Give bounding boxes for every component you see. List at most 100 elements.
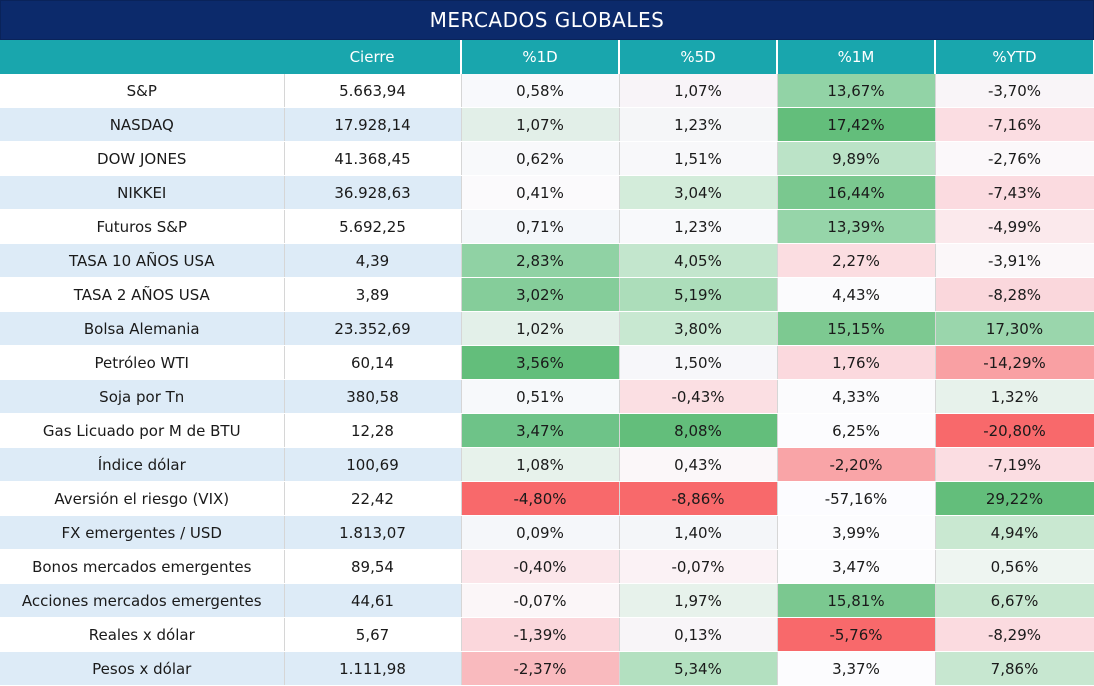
market-name-cell: Pesos x dólar xyxy=(0,651,285,686)
change-1d-cell: 0,62% xyxy=(461,141,620,176)
close-value-cell: 23.352,69 xyxy=(284,311,462,346)
market-name-cell: TASA 10 AÑOS USA xyxy=(0,243,285,278)
close-value-cell: 44,61 xyxy=(284,583,462,618)
change-ytd-cell: -8,29% xyxy=(935,617,1094,652)
close-value-cell: 5.663,94 xyxy=(284,74,462,108)
change-1m-cell: 2,27% xyxy=(777,243,936,278)
change-1m-cell: 4,43% xyxy=(777,277,936,312)
change-1m-cell: 3,47% xyxy=(777,549,936,584)
change-1m-cell: 1,76% xyxy=(777,345,936,380)
change-1m-cell: -2,20% xyxy=(777,447,936,482)
market-name-cell: Soja por Tn xyxy=(0,379,285,414)
change-ytd-cell: -20,80% xyxy=(935,413,1094,448)
market-name-cell: Gas Licuado por M de BTU xyxy=(0,413,285,448)
header-1m: %1M xyxy=(777,40,936,74)
header-row: Cierre %1D %5D %1M %YTD xyxy=(0,40,1094,74)
close-value-cell: 41.368,45 xyxy=(284,141,462,176)
change-1d-cell: -2,37% xyxy=(461,651,620,686)
change-5d-cell: 0,13% xyxy=(619,617,778,652)
change-1m-cell: 15,81% xyxy=(777,583,936,618)
table-row: Reales x dólar 5,67 -1,39% 0,13% -5,76% -8,29… xyxy=(0,617,1094,652)
market-name-cell: Petróleo WTI xyxy=(0,345,285,380)
close-value-cell: 89,54 xyxy=(284,549,462,584)
table-row: Bolsa Alemania 23.352,69 1,02% 3,80% 15,15% 1… xyxy=(0,311,1094,346)
header-ytd: %YTD xyxy=(935,40,1094,74)
change-ytd-cell: -3,91% xyxy=(935,243,1094,278)
table-row: TASA 10 AÑOS USA 4,39 2,83% 4,05% 2,27% -3,91… xyxy=(0,243,1094,278)
change-1m-cell: 3,37% xyxy=(777,651,936,686)
change-5d-cell: -0,07% xyxy=(619,549,778,584)
table-row: FX emergentes / USD 1.813,07 0,09% 1,40% 3,9… xyxy=(0,515,1094,550)
change-1d-cell: 1,08% xyxy=(461,447,620,482)
change-1d-cell: 1,02% xyxy=(461,311,620,346)
change-5d-cell: 3,04% xyxy=(619,175,778,210)
change-1m-cell: 3,99% xyxy=(777,515,936,550)
change-1d-cell: -4,80% xyxy=(461,481,620,516)
table-row: Pesos x dólar 1.111,98 -2,37% 5,34% 3,37% 7,8… xyxy=(0,651,1094,686)
change-5d-cell: 5,19% xyxy=(619,277,778,312)
change-1d-cell: 0,09% xyxy=(461,515,620,550)
market-name-cell: DOW JONES xyxy=(0,141,285,176)
change-ytd-cell: 7,86% xyxy=(935,651,1094,686)
change-1m-cell: 17,42% xyxy=(777,107,936,142)
change-5d-cell: 1,40% xyxy=(619,515,778,550)
table-row: Futuros S&P 5.692,25 0,71% 1,23% 13,39% -4,99… xyxy=(0,209,1094,244)
markets-table: Cierre %1D %5D %1M %YTD S&P 5.663,94 0,58%… xyxy=(0,40,1094,686)
change-1d-cell: -0,07% xyxy=(461,583,620,618)
change-ytd-cell: 6,67% xyxy=(935,583,1094,618)
close-value-cell: 17.928,14 xyxy=(284,107,462,142)
change-5d-cell: -8,86% xyxy=(619,481,778,516)
table-row: Acciones mercados emergentes 44,61 -0,07% 1… xyxy=(0,583,1094,618)
change-ytd-cell: 29,22% xyxy=(935,481,1094,516)
change-ytd-cell: 1,32% xyxy=(935,379,1094,414)
change-5d-cell: 5,34% xyxy=(619,651,778,686)
close-value-cell: 4,39 xyxy=(284,243,462,278)
close-value-cell: 5,67 xyxy=(284,617,462,652)
change-1d-cell: -1,39% xyxy=(461,617,620,652)
market-name-cell: Futuros S&P xyxy=(0,209,285,244)
change-1m-cell: 6,25% xyxy=(777,413,936,448)
close-value-cell: 100,69 xyxy=(284,447,462,482)
table-row: Petróleo WTI 60,14 3,56% 1,50% 1,76% -14,29% xyxy=(0,345,1094,380)
change-1m-cell: -5,76% xyxy=(777,617,936,652)
change-1d-cell: 0,51% xyxy=(461,379,620,414)
close-value-cell: 22,42 xyxy=(284,481,462,516)
market-name-cell: Reales x dólar xyxy=(0,617,285,652)
close-value-cell: 1.813,07 xyxy=(284,515,462,550)
table-row: Gas Licuado por M de BTU 12,28 3,47% 8,08% 6… xyxy=(0,413,1094,448)
close-value-cell: 12,28 xyxy=(284,413,462,448)
change-ytd-cell: -4,99% xyxy=(935,209,1094,244)
table-row: NIKKEI 36.928,63 0,41% 3,04% 16,44% -7,43% xyxy=(0,175,1094,210)
change-1d-cell: 1,07% xyxy=(461,107,620,142)
change-1d-cell: 0,58% xyxy=(461,74,620,108)
change-1m-cell: 9,89% xyxy=(777,141,936,176)
change-1d-cell: 3,02% xyxy=(461,277,620,312)
change-5d-cell: 8,08% xyxy=(619,413,778,448)
market-name-cell: S&P xyxy=(0,74,285,108)
change-1d-cell: 2,83% xyxy=(461,243,620,278)
change-5d-cell: 1,51% xyxy=(619,141,778,176)
close-value-cell: 1.111,98 xyxy=(284,651,462,686)
change-5d-cell: 1,23% xyxy=(619,209,778,244)
table-row: NASDAQ 17.928,14 1,07% 1,23% 17,42% -7,16% xyxy=(0,107,1094,142)
header-1d: %1D xyxy=(461,40,620,74)
close-value-cell: 5.692,25 xyxy=(284,209,462,244)
change-5d-cell: 1,07% xyxy=(619,74,778,108)
change-5d-cell: 4,05% xyxy=(619,243,778,278)
change-ytd-cell: -8,28% xyxy=(935,277,1094,312)
market-name-cell: Acciones mercados emergentes xyxy=(0,583,285,618)
market-name-cell: NIKKEI xyxy=(0,175,285,210)
change-5d-cell: 1,23% xyxy=(619,107,778,142)
header-close: Cierre xyxy=(284,40,462,74)
change-5d-cell: 0,43% xyxy=(619,447,778,482)
change-5d-cell: 1,97% xyxy=(619,583,778,618)
change-ytd-cell: 0,56% xyxy=(935,549,1094,584)
table-row: S&P 5.663,94 0,58% 1,07% 13,67% -3,70% xyxy=(0,74,1094,108)
change-ytd-cell: -2,76% xyxy=(935,141,1094,176)
change-1d-cell: -0,40% xyxy=(461,549,620,584)
close-value-cell: 380,58 xyxy=(284,379,462,414)
market-name-cell: TASA 2 AÑOS USA xyxy=(0,277,285,312)
market-name-cell: Aversión el riesgo (VIX) xyxy=(0,481,285,516)
market-name-cell: Índice dólar xyxy=(0,447,285,482)
